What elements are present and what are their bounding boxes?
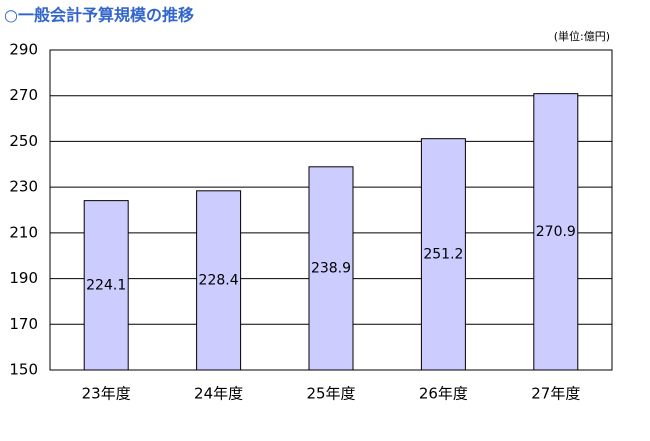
value-label: 251.2: [423, 246, 463, 262]
bar: [196, 190, 242, 371]
y-tick-label: 230: [9, 178, 38, 196]
x-tick-label: 23年度: [82, 385, 131, 403]
value-label: 238.9: [311, 260, 351, 276]
x-tick-label: 24年度: [194, 385, 243, 403]
y-tick-label: 270: [9, 86, 38, 104]
x-tick-label: 27年度: [531, 385, 580, 403]
y-tick-label: 190: [9, 269, 38, 287]
y-tick-label: 250: [9, 132, 38, 150]
unit-label: (単位:億円): [554, 29, 610, 43]
value-label: 270.9: [536, 224, 576, 240]
bar: [308, 166, 354, 371]
bar: [533, 93, 579, 371]
y-tick-label: 150: [9, 361, 38, 379]
y-tick-label: 170: [9, 315, 38, 333]
value-label: 224.1: [86, 277, 126, 293]
chart-title: ○一般会計予算規模の推移: [4, 6, 194, 25]
x-tick-label: 26年度: [419, 385, 468, 403]
x-tick-label: 25年度: [306, 385, 355, 403]
bar: [420, 138, 466, 371]
y-tick-label: 290: [9, 41, 38, 59]
bar: [83, 200, 129, 371]
y-tick-label: 210: [9, 223, 38, 241]
value-label: 228.4: [199, 272, 239, 288]
